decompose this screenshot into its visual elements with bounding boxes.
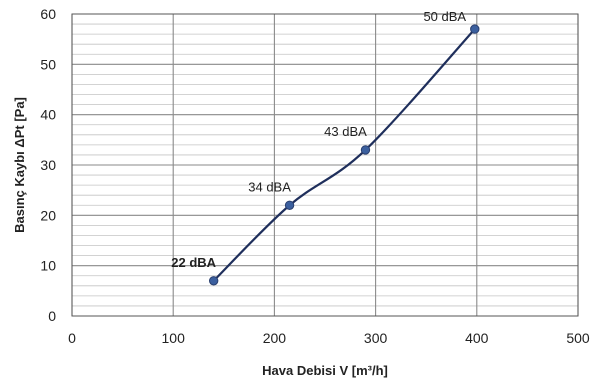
plot-frame	[71, 13, 579, 317]
x-axis-label: Hava Debisi V [m³/h]	[262, 363, 388, 378]
x-tick-label: 0	[68, 330, 76, 346]
y-tick-label: 30	[40, 157, 56, 173]
data-point	[208, 276, 219, 286]
x-tick-label: 200	[263, 330, 287, 346]
data-label: 22 dBA	[171, 255, 216, 270]
y-tick-label: 10	[40, 258, 56, 274]
x-tick-label: 500	[566, 330, 590, 346]
data-point	[470, 24, 480, 34]
data-points	[208, 24, 480, 286]
x-axis-ticks: 0 100 200 300 400 500	[68, 330, 590, 346]
y-tick-label: 60	[40, 6, 56, 22]
y-axis-label: Basınç Kaybı ΔPt [Pa]	[12, 97, 27, 233]
y-tick-label: 0	[48, 308, 56, 324]
series-line	[212, 28, 476, 282]
x-tick-label: 300	[364, 330, 388, 346]
data-labels: 22 dBA 34 dBA 43 dBA 50 dBA	[171, 9, 466, 270]
data-label: 50 dBA	[423, 9, 466, 24]
data-label: 43 dBA	[324, 124, 367, 139]
x-tick-label: 400	[465, 330, 489, 346]
data-point	[360, 145, 371, 155]
grid	[71, 13, 579, 317]
y-axis-ticks: 0 10 20 30 40 50 60	[40, 6, 56, 324]
y-tick-label: 50	[40, 56, 56, 72]
y-tick-label: 20	[40, 207, 56, 223]
x-tick-label: 100	[162, 330, 186, 346]
data-point	[284, 200, 295, 210]
y-tick-label: 40	[40, 107, 56, 123]
data-label: 34 dBA	[248, 179, 291, 194]
